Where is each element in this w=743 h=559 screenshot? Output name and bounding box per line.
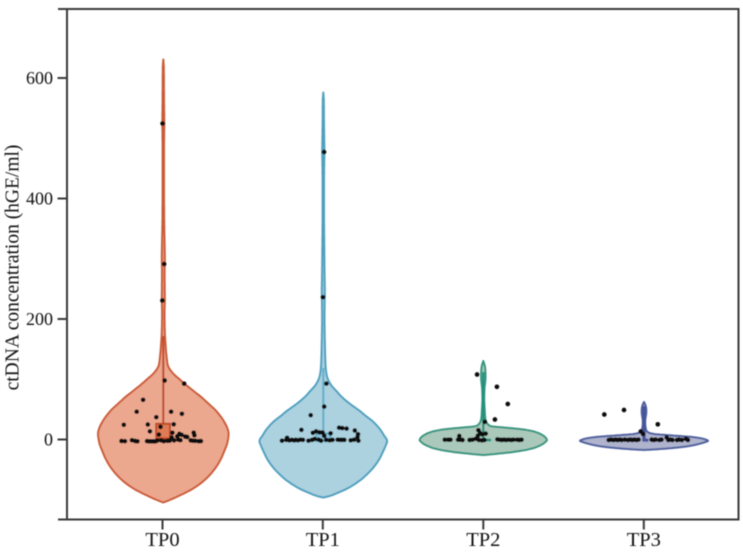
svg-text:TP0: TP0 (145, 529, 179, 551)
svg-text:200: 200 (26, 309, 53, 329)
svg-text:TP2: TP2 (466, 529, 500, 551)
svg-text:400: 400 (26, 189, 53, 209)
svg-text:600: 600 (26, 68, 53, 88)
svg-text:TP3: TP3 (627, 529, 661, 551)
svg-text:ctDNA concentration (hGE/ml): ctDNA concentration (hGE/ml) (3, 145, 24, 391)
svg-text:0: 0 (44, 430, 53, 450)
svg-text:TP1: TP1 (306, 529, 340, 551)
